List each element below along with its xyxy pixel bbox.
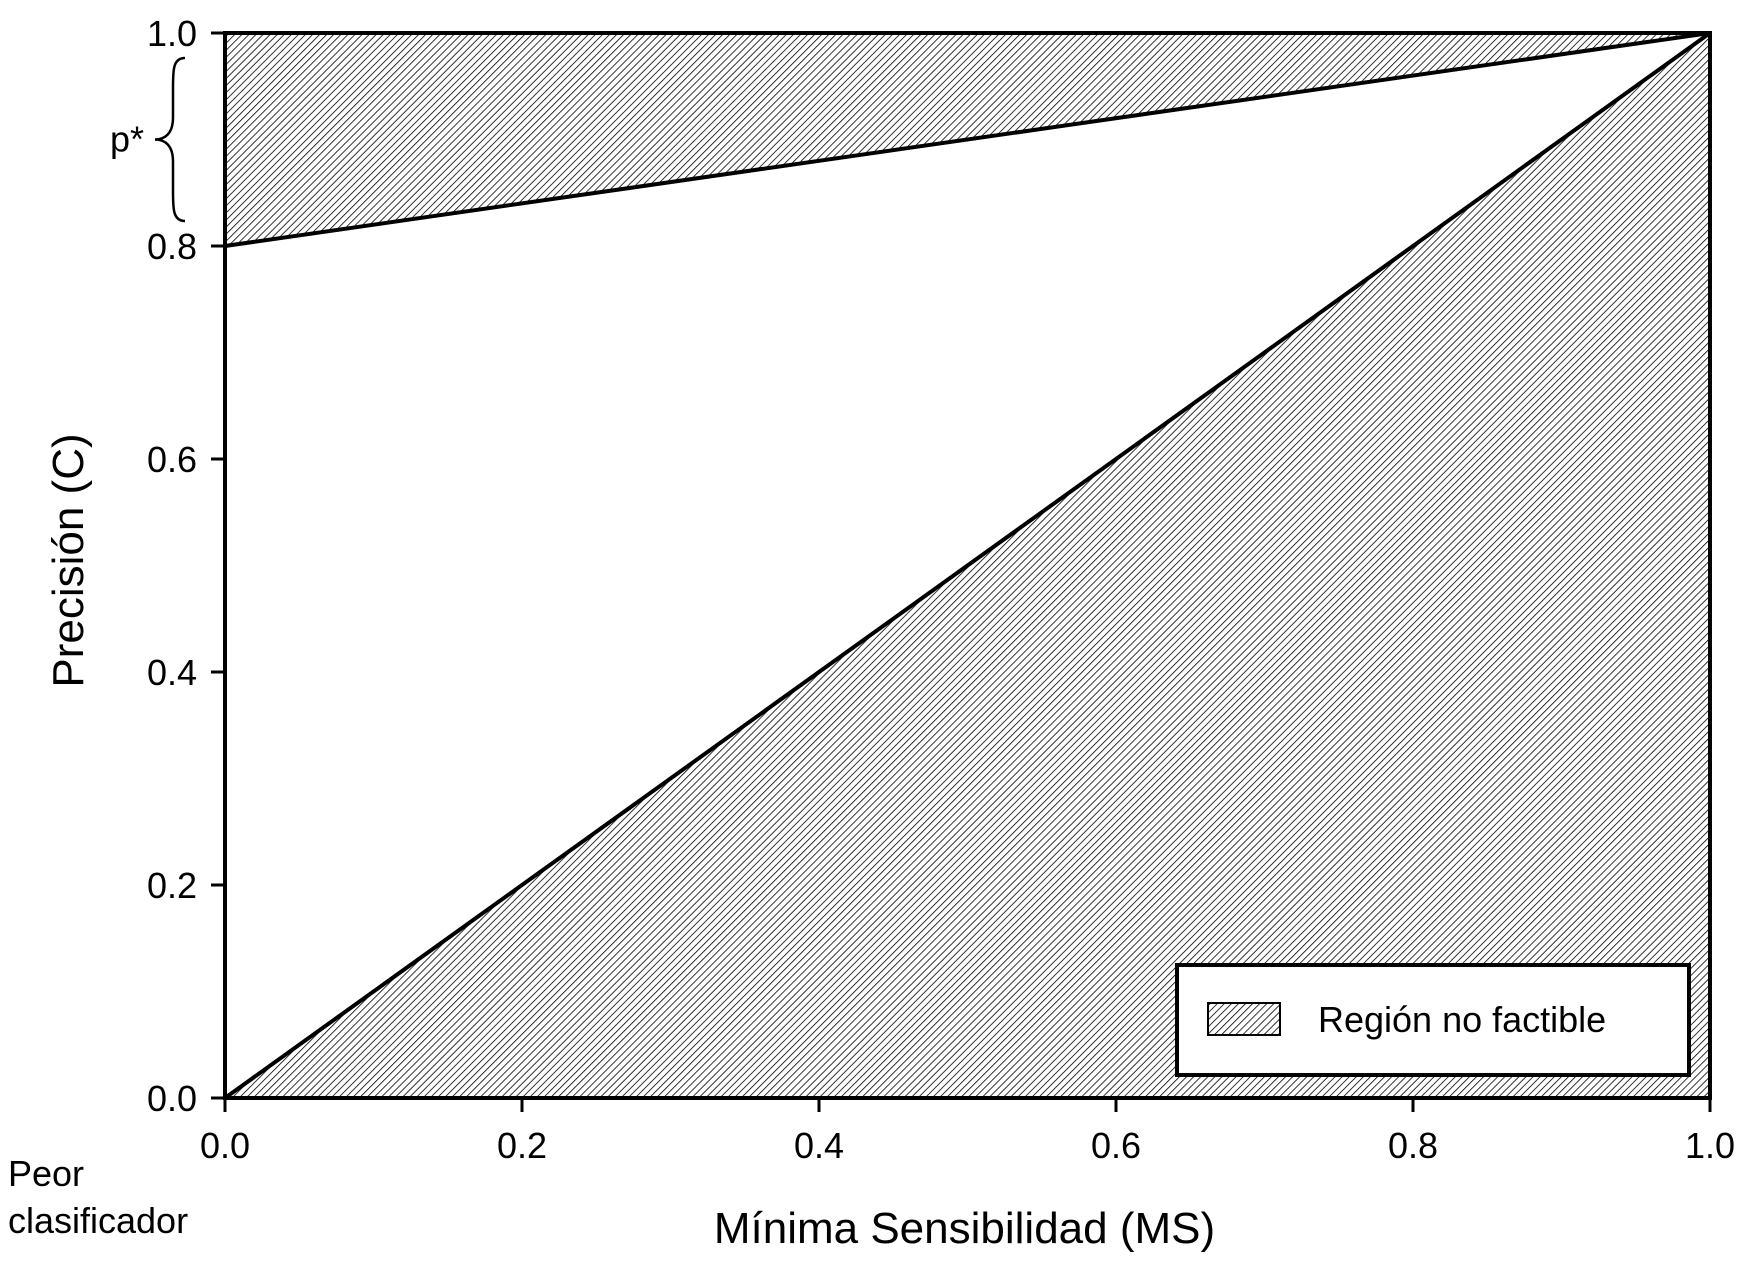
legend: Región no factible: [1175, 963, 1691, 1077]
y-tick-label: 0.0: [147, 1078, 197, 1119]
x-tick-label: 1.0: [1685, 1125, 1735, 1166]
p-star-brace: [154, 56, 186, 223]
x-tick-label: 0.6: [1091, 1125, 1141, 1166]
legend-box: [1175, 963, 1691, 1077]
y-tick-label: 0.8: [147, 226, 197, 267]
y-tick-label: 0.4: [147, 652, 197, 693]
y-axis-title: Precisión (C): [44, 433, 93, 687]
worst-classifier-label-line1: Peor: [8, 1153, 84, 1194]
y-axis: 0.0 0.2 0.4 0.6 0.8 1.0: [147, 13, 225, 1119]
x-axis-title: Mínima Sensibilidad (MS): [714, 1204, 1215, 1253]
boundary-line-1: [224, 31, 1711, 248]
x-tick-label: 0.8: [1388, 1125, 1438, 1166]
x-axis: 0.0 0.2 0.4 0.6 0.8 1.0: [200, 1098, 1735, 1166]
y-tick-label: 0.6: [147, 439, 197, 480]
lines-layer: [223, 31, 1712, 1100]
worst-classifier-label-line2: clasificador: [8, 1200, 188, 1241]
x-tick-label: 0.2: [497, 1125, 547, 1166]
legend-label: Región no factible: [1318, 999, 1606, 1040]
legend-swatch-hatched: [1207, 1002, 1281, 1036]
x-tick-label: 0.0: [200, 1125, 250, 1166]
y-tick-label: 1.0: [147, 13, 197, 54]
y-tick-label: 0.2: [147, 865, 197, 906]
plot-frame: [223, 31, 1712, 1100]
boundary-line-2: [223, 31, 1712, 1100]
x-tick-label: 0.4: [794, 1125, 844, 1166]
p-star-label: p*: [110, 119, 144, 160]
